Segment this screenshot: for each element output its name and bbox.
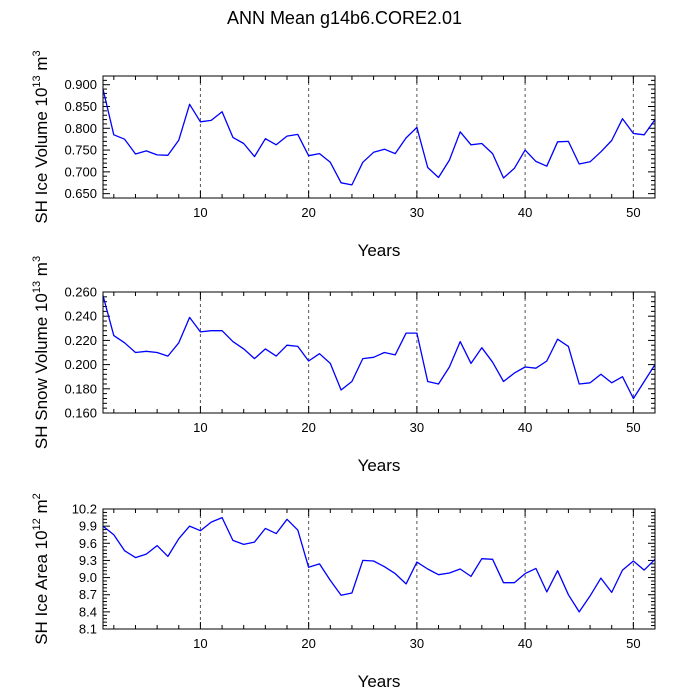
panel-1-series-line [102,88,656,186]
panel-3-y-tick-label: 9.3 [79,553,97,568]
y-axis-title-superscript: 13 [31,281,43,293]
panel-3-plot-frame [102,508,656,630]
panel-3-x-axis-title: Years [358,672,401,689]
panel-2-x-tick-label-10: 10 [193,420,207,435]
y-axis-title-part: SH Ice Volume 10 [32,88,51,224]
panel-1-y-tick-label: 0.850 [64,99,97,114]
panel-3-y-tick-label: 9.6 [79,536,97,551]
panel-1-x-tick-label-40: 40 [518,205,532,220]
panel-1-x-tick-label-20: 20 [301,205,315,220]
panel-3-x-tick-label-50: 50 [626,636,640,651]
panel-1-y-axis-title: SH Ice Volume 1013 m3 [31,50,51,223]
panel-3-x-tick-label-20: 20 [301,636,315,651]
panel-3-y-tick-label: 8.7 [79,587,97,602]
panel-3-y-tick-label: 9.9 [79,519,97,534]
panel-1-x-tick-label-50: 50 [626,205,640,220]
panel-2-y-tick-label: 0.200 [64,357,97,372]
y-axis-title-part: m [32,262,51,281]
panel-2-x-tick-label-30: 30 [410,420,424,435]
y-axis-title-part: SH Ice Area 10 [32,530,51,644]
y-axis-title-superscript: 12 [31,518,43,530]
y-axis-title-part: SH Snow Volume 10 [32,293,51,449]
y-axis-title-superscript: 13 [31,75,43,87]
panel-1-x-tick-label-30: 30 [410,205,424,220]
panel-2-x-axis-title: Years [358,456,401,475]
panel-3-x-tick-label-30: 30 [410,636,424,651]
panel-2-series-line [102,295,656,400]
panel-1-x-axis-title: Years [358,241,401,260]
panel-2-y-tick-label: 0.240 [64,309,97,324]
panel-3-y-tick-label: 8.4 [79,604,97,619]
panel-3-y-tick-label: 9.0 [79,570,97,585]
panel-1-y-tick-label: 0.800 [64,121,97,136]
panel-2-y-tick-label: 0.160 [64,406,97,421]
panel-2-y-axis-title: SH Snow Volume 1013 m3 [31,256,51,449]
y-axis-title-superscript: 3 [31,50,43,56]
panel-1-y-tick-label: 0.900 [64,77,97,92]
panel-1-y-tick-label: 0.750 [64,143,97,158]
panel-2-x-tick-label-40: 40 [518,420,532,435]
y-axis-title-superscript: 2 [31,493,43,499]
panel-3-y-tick-label: 10.2 [72,502,97,517]
panel-2-y-tick-label: 0.220 [64,333,97,348]
panel-2-x-tick-label-50: 50 [626,420,640,435]
panel-1-y-tick-label: 0.700 [64,164,97,179]
panel-3-series-line [102,516,656,613]
y-axis-title-part: m [32,56,51,75]
panel-1-x-tick-label-10: 10 [193,205,207,220]
panel-1-plot-frame [102,75,656,199]
panel-1-y-tick-label: 0.650 [64,186,97,201]
panel-2-y-tick-label: 0.180 [64,381,97,396]
y-axis-title-superscript: 3 [31,256,43,262]
panel-3-x-tick-label-10: 10 [193,636,207,651]
panel-3-y-tick-label: 8.1 [79,622,97,637]
panel-2-y-tick-label: 0.260 [64,285,97,300]
y-axis-title-part: m [32,499,51,518]
chart-title: ANN Mean g14b6.CORE2.01 [226,8,463,28]
panel-2-plot-frame [102,291,656,414]
panel-3-x-tick-label-40: 40 [518,636,532,651]
panel-3-y-axis-title: SH Ice Area 1012 m2 [31,493,51,645]
panel-2-x-tick-label-20: 20 [301,420,315,435]
